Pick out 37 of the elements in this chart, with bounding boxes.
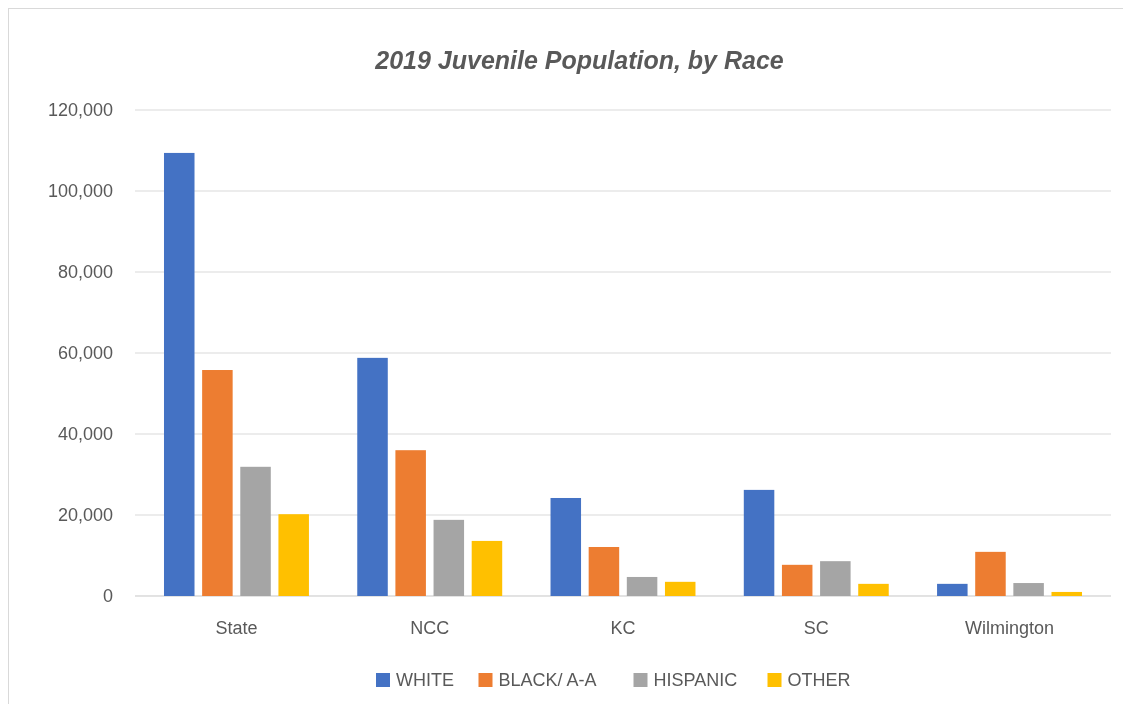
x-tick-label: Wilmington [965, 618, 1055, 638]
bar [240, 466, 271, 596]
bar [1051, 591, 1083, 596]
y-tick-label: 40,000 [57, 424, 113, 445]
y-tick-label: 100,000 [47, 181, 113, 202]
bar [820, 561, 851, 596]
bar [664, 581, 696, 596]
bar [781, 564, 813, 596]
y-tick-label: 20,000 [57, 505, 113, 526]
x-tick-label: SC [803, 618, 829, 638]
bar [357, 357, 388, 596]
legend-label: BLACK/ A-A [498, 670, 597, 691]
x-tick-label: KC [610, 618, 636, 638]
legend-label: OTHER [787, 670, 851, 691]
x-tick-label: State [215, 618, 258, 638]
bar [471, 540, 503, 596]
bar [975, 551, 1006, 596]
bar [278, 514, 309, 596]
y-tick-label: 0 [102, 586, 113, 607]
bar [1013, 583, 1044, 596]
legend-label: WHITE [396, 670, 454, 691]
bar [588, 547, 620, 596]
legend-label: HISPANIC [653, 670, 738, 691]
y-tick-label: 80,000 [57, 262, 113, 283]
x-tick-label: NCC [410, 618, 450, 638]
bar [163, 152, 195, 596]
bar [937, 583, 968, 596]
y-tick-label: 120,000 [47, 100, 113, 121]
bar [626, 576, 658, 596]
bar [858, 583, 889, 596]
bar [550, 497, 582, 596]
bar [433, 519, 465, 596]
bar [202, 370, 233, 596]
bar [395, 450, 426, 596]
bar [743, 489, 775, 596]
chart-title: 2019 Juvenile Population, by Race [374, 45, 784, 74]
y-tick-label: 60,000 [57, 343, 113, 364]
